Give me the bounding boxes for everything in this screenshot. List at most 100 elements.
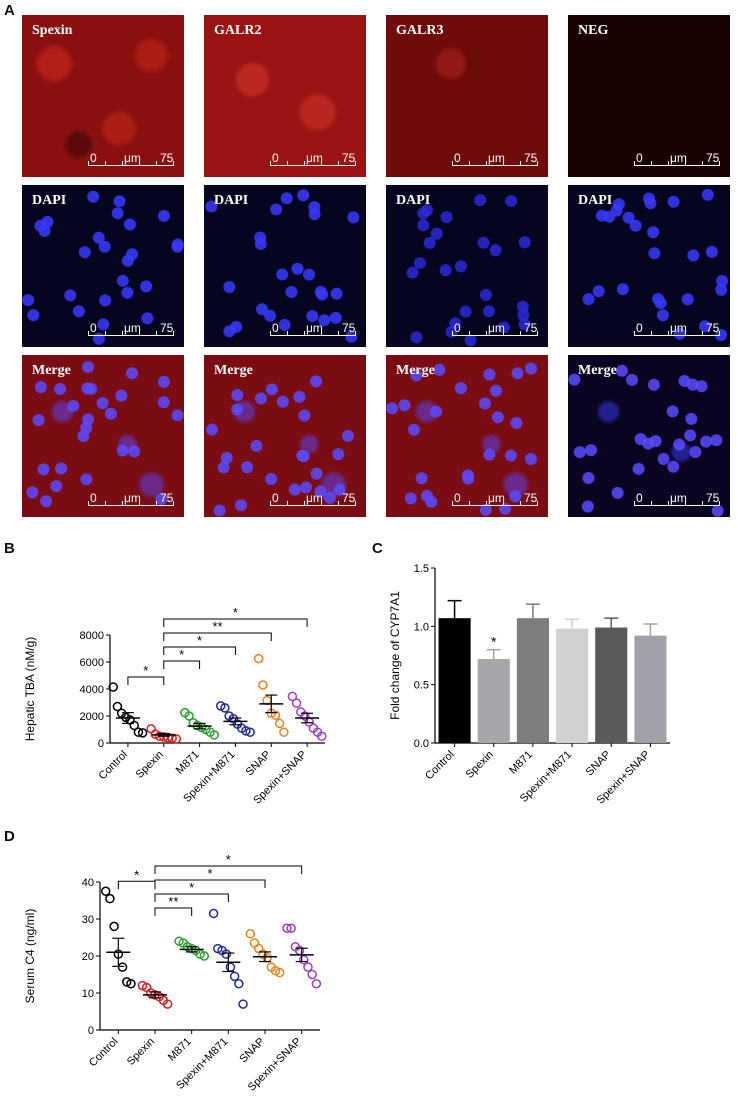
scale-bar-tick — [668, 501, 669, 506]
data-point — [258, 680, 268, 690]
scale-bar-line — [88, 165, 174, 166]
y-tick-label: 1.5 — [414, 563, 429, 575]
scale-bar-end: 75 — [160, 321, 174, 335]
scale-bar-tick — [139, 161, 140, 166]
scale-bar-start: 0 — [90, 491, 97, 505]
data-point — [221, 949, 231, 959]
scale-bar-end: 75 — [524, 321, 538, 335]
scale-bar-start: 0 — [272, 491, 279, 505]
scale-bar-tick — [719, 331, 720, 336]
data-point — [234, 979, 244, 989]
scale-bar-end: 75 — [524, 491, 538, 505]
y-axis-label: Hepatic TBA (nM/g) — [23, 637, 37, 741]
scale-bar-tick — [105, 161, 106, 166]
data-point — [117, 962, 128, 972]
micrograph-label: NEG — [578, 23, 609, 38]
scale-bar-tick — [270, 161, 271, 166]
y-tick-label: 20 — [82, 951, 94, 963]
scale-bar-tick — [88, 331, 89, 336]
scale-bar-unit: μm — [488, 321, 505, 335]
data-point — [108, 682, 118, 692]
scale-bar-tick — [486, 161, 487, 166]
data-point — [303, 962, 313, 972]
micrograph-merge-3: Merge 0 μm 75 — [386, 355, 548, 517]
bar — [556, 628, 589, 743]
data-point — [311, 979, 322, 989]
scale-bar-start: 0 — [636, 321, 643, 335]
scale-bar-tick — [88, 501, 89, 506]
scale-bar-line — [88, 505, 174, 506]
micrograph-label: DAPI — [396, 193, 431, 208]
significance-label: * — [233, 605, 238, 620]
data-point — [184, 711, 194, 721]
y-tick-label: 8000 — [80, 630, 104, 642]
scale-bar-tick — [520, 331, 521, 336]
data-point — [229, 971, 240, 982]
scale-bar-tick — [651, 161, 652, 166]
scale-bar-tick — [321, 161, 322, 166]
significance-bracket — [154, 865, 303, 874]
data-point — [291, 698, 302, 708]
data-point — [225, 962, 236, 972]
scale-bar-line — [88, 335, 174, 336]
scale-bar-tick — [287, 161, 288, 166]
data-point — [105, 893, 115, 904]
data-point — [249, 938, 260, 948]
scale-bar-tick — [486, 331, 487, 336]
scale-bar-tick — [105, 501, 106, 506]
scale-bar-tick — [503, 161, 504, 166]
x-tick-label: Spexin — [464, 749, 496, 781]
data-point — [208, 908, 219, 919]
scale-bar-unit: μm — [124, 491, 141, 505]
y-axis-label: Fold change of CYP7A1 — [388, 591, 402, 720]
scale-bar-tick — [503, 331, 504, 336]
scale-bar-tick — [304, 331, 305, 336]
micrograph-label: GALR3 — [396, 23, 444, 38]
significance-label: * — [491, 634, 497, 650]
scale-bar-unit: μm — [670, 491, 687, 505]
x-tick-label: SNAP — [584, 749, 614, 779]
significance-label: * — [207, 866, 212, 881]
scale-bar-tick — [355, 161, 356, 166]
y-tick-label: 0 — [88, 1025, 94, 1037]
scale-bar-tick — [287, 501, 288, 506]
data-point — [282, 923, 292, 933]
scale-bar-tick — [486, 501, 487, 506]
scale-bar-end: 75 — [342, 491, 356, 505]
data-point — [112, 701, 123, 712]
scale-bar-tick — [173, 501, 174, 506]
significance-label: * — [179, 647, 184, 662]
scale-bar-tick — [287, 331, 288, 336]
data-point — [241, 726, 251, 736]
x-tick-label: Control — [96, 749, 130, 783]
scale-bar-tick — [139, 501, 140, 506]
scale-bar-tick — [321, 501, 322, 506]
scale-bar-line — [634, 165, 720, 166]
scale-bar-tick — [537, 161, 538, 166]
data-point — [137, 728, 148, 738]
scale-bar-unit: μm — [306, 151, 323, 165]
y-tick-label: 2000 — [80, 711, 104, 723]
significance-bracket — [117, 880, 156, 890]
scale-bar-tick — [668, 161, 669, 166]
scale-bar-start: 0 — [454, 151, 461, 165]
panel-label-d: D — [4, 828, 15, 845]
data-point — [270, 710, 281, 721]
scale-bar-tick — [719, 161, 720, 166]
scale-bar-tick — [469, 501, 470, 506]
scale-bar-unit: μm — [124, 151, 141, 165]
scale-bar-end: 75 — [706, 321, 720, 335]
scale-bar-tick — [685, 501, 686, 506]
scale-bar-tick — [634, 161, 635, 166]
scale-bar-end: 75 — [160, 151, 174, 165]
bar — [438, 618, 471, 743]
scale-bar-tick — [520, 501, 521, 506]
scale-bar-tick — [651, 331, 652, 336]
scale-bar-tick — [122, 161, 123, 166]
data-point — [307, 969, 317, 980]
scale-bar-tick — [685, 331, 686, 336]
x-tick-label: SNAP — [237, 1036, 267, 1066]
scale-bar-start: 0 — [90, 151, 97, 165]
micrograph-label: Merge — [214, 363, 253, 378]
scale-bar-tick — [702, 501, 703, 506]
